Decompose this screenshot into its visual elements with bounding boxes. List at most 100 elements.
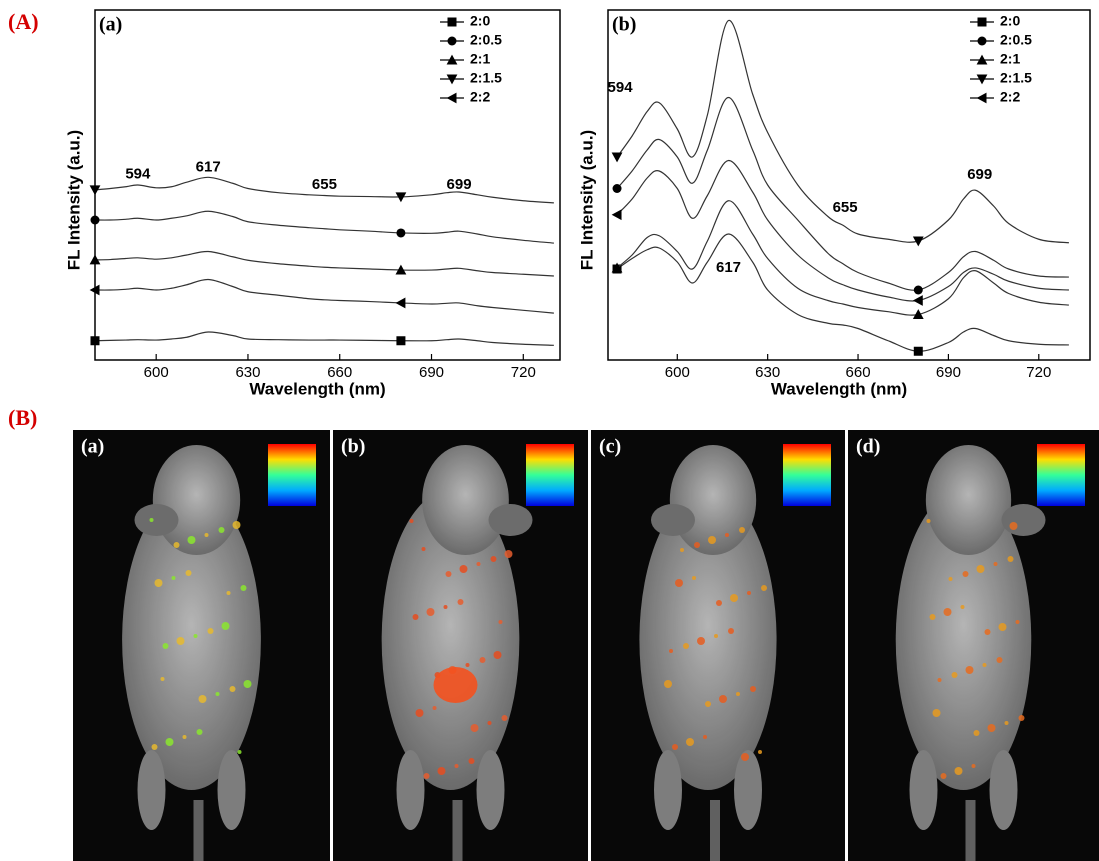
signal-spot bbox=[412, 614, 419, 620]
spectrum-line bbox=[94, 331, 554, 346]
signal-spot bbox=[182, 735, 187, 739]
signal-spot bbox=[719, 695, 727, 703]
data-marker bbox=[395, 297, 406, 309]
legend-marker bbox=[446, 92, 457, 104]
signal-spot bbox=[218, 527, 225, 533]
color-bar bbox=[783, 444, 831, 506]
signal-spot bbox=[432, 706, 437, 710]
signal-spot bbox=[465, 663, 470, 667]
signal-spot bbox=[445, 571, 452, 577]
mouse-ear bbox=[134, 504, 179, 536]
signal-spot bbox=[697, 637, 705, 645]
data-marker bbox=[89, 284, 100, 296]
signal-spot bbox=[162, 643, 169, 649]
signal-spot bbox=[1007, 556, 1014, 562]
signal-spot bbox=[747, 591, 751, 595]
panel-label: (d) bbox=[856, 436, 880, 458]
legend-marker bbox=[977, 17, 987, 27]
mouse-leg bbox=[989, 750, 1018, 830]
signal-spot bbox=[758, 750, 762, 754]
signal-spot bbox=[196, 729, 203, 735]
signal-spot bbox=[669, 649, 673, 653]
signal-spot bbox=[716, 600, 722, 606]
signal-spot bbox=[187, 536, 196, 544]
signal-spot bbox=[940, 773, 947, 779]
signal-spot bbox=[490, 556, 497, 562]
signal-spot bbox=[943, 608, 952, 616]
signal-spot bbox=[160, 677, 165, 681]
signal-spot bbox=[498, 620, 503, 624]
signal-spot bbox=[171, 576, 176, 580]
x-tick-label: 720 bbox=[1026, 364, 1051, 381]
mouse-image bbox=[381, 445, 533, 861]
data-marker bbox=[611, 262, 623, 273]
signal-spot bbox=[683, 643, 689, 649]
signal-spot bbox=[457, 599, 464, 605]
figure-label: (B) bbox=[8, 405, 37, 430]
mouse-leg bbox=[654, 750, 682, 830]
spectrum-line bbox=[94, 250, 554, 277]
signal-spot bbox=[426, 608, 435, 616]
signal-spot bbox=[705, 701, 711, 707]
x-tick-label: 690 bbox=[936, 364, 961, 381]
signal-spot bbox=[971, 764, 976, 768]
signal-spot bbox=[708, 536, 716, 544]
signal-spot bbox=[960, 605, 965, 609]
signal-spot bbox=[926, 519, 931, 523]
mouse-head bbox=[925, 445, 1012, 555]
signal-spot bbox=[739, 527, 745, 533]
signal-spot bbox=[165, 738, 174, 746]
spectrum-line bbox=[94, 176, 554, 204]
legend-label: 2:1 bbox=[470, 51, 490, 67]
signal-spot bbox=[243, 680, 252, 688]
spectrum-line bbox=[94, 278, 554, 314]
signal-spot bbox=[1004, 721, 1009, 725]
mouse-image bbox=[122, 445, 261, 861]
signal-spot bbox=[421, 547, 426, 551]
legend-marker bbox=[976, 74, 988, 85]
signal-spot bbox=[470, 724, 479, 732]
mouse-ear bbox=[488, 504, 533, 536]
signal-spot bbox=[501, 715, 508, 721]
signal-spot bbox=[221, 622, 230, 630]
legend-label: 2:0.5 bbox=[470, 32, 502, 48]
peak-label: 655 bbox=[833, 199, 858, 216]
panel-label: (a) bbox=[81, 436, 104, 458]
figure-label: (A) bbox=[8, 9, 39, 34]
signal-spot bbox=[151, 744, 158, 750]
panel-label: (b) bbox=[341, 436, 365, 458]
data-marker bbox=[395, 192, 407, 203]
panel-label: (a) bbox=[99, 14, 122, 36]
spectrum-line bbox=[616, 96, 1069, 291]
mouse-head bbox=[152, 445, 241, 555]
signal-spot bbox=[998, 623, 1007, 631]
signal-spot bbox=[226, 591, 231, 595]
data-marker bbox=[612, 184, 622, 193]
signal-spot bbox=[198, 695, 207, 703]
signal-spot bbox=[703, 735, 707, 739]
mouse-leg bbox=[909, 750, 938, 830]
legend-label: 2:1 bbox=[1000, 51, 1020, 67]
signal-spot bbox=[694, 542, 700, 548]
mouse-body bbox=[895, 490, 1032, 790]
peak-label: 617 bbox=[716, 259, 741, 276]
signal-spot bbox=[154, 579, 163, 587]
data-marker bbox=[90, 336, 100, 346]
signal-spot bbox=[409, 519, 414, 523]
legend-label: 2:0 bbox=[1000, 13, 1020, 29]
x-tick-label: 690 bbox=[419, 364, 444, 381]
signal-spot bbox=[987, 724, 996, 732]
signal-spot bbox=[468, 758, 475, 764]
signal-spot bbox=[1009, 522, 1018, 530]
color-bar bbox=[268, 444, 316, 506]
signal-spot bbox=[215, 692, 220, 696]
mouse-leg bbox=[396, 750, 425, 830]
mouse-leg bbox=[217, 750, 246, 830]
signal-spot bbox=[976, 565, 985, 573]
x-axis-title: Wavelength (nm) bbox=[771, 379, 907, 398]
x-tick-label: 600 bbox=[665, 364, 690, 381]
mouse-body bbox=[639, 490, 777, 790]
signal-spot bbox=[730, 594, 738, 602]
signal-spot bbox=[932, 709, 941, 717]
legend-marker bbox=[976, 92, 987, 104]
